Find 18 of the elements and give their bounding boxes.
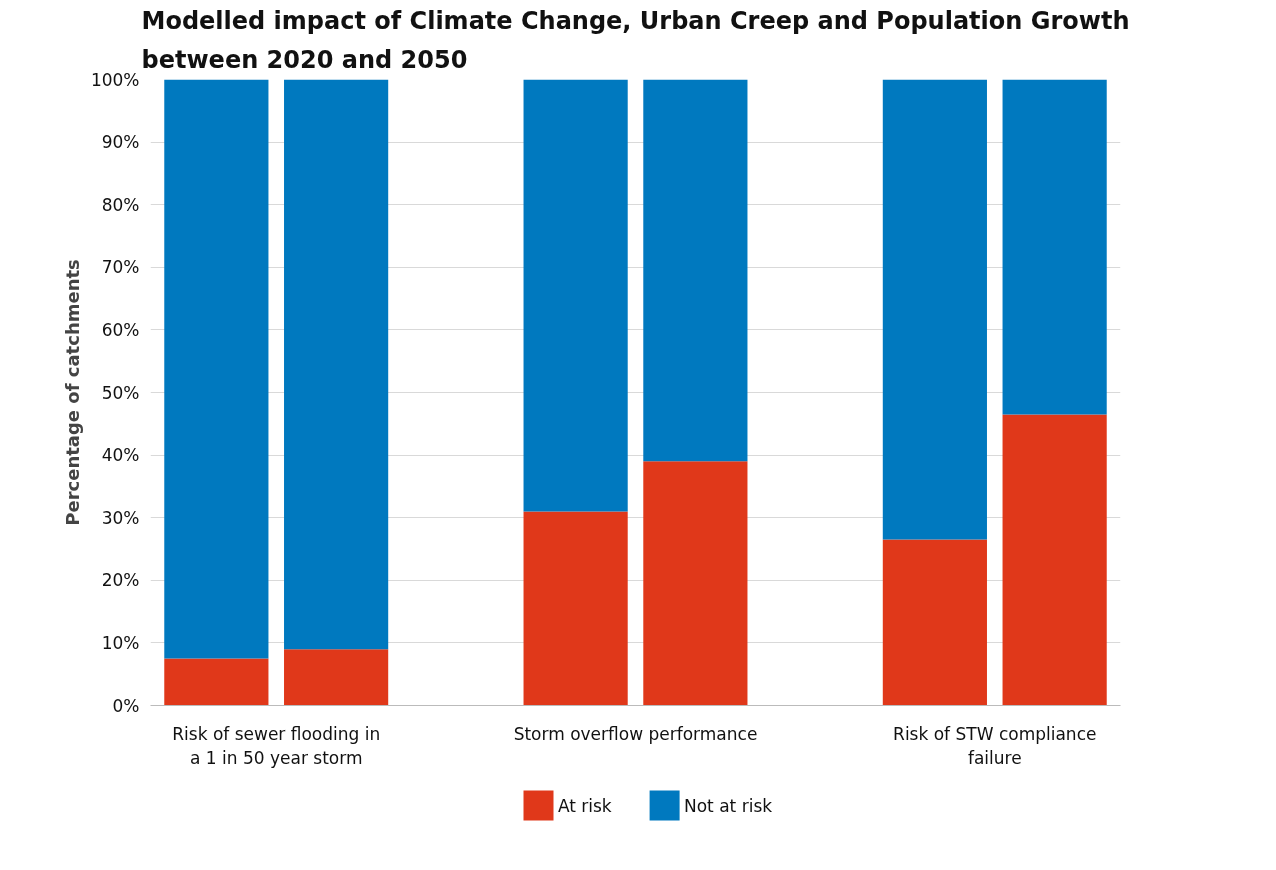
- y-tick-label: 90%: [101, 132, 140, 153]
- y-tick-label: 20%: [101, 570, 140, 591]
- text: Risk of STW compliance failure: [893, 723, 1097, 768]
- legend-label: Not at risk: [684, 795, 773, 816]
- text: Risk of sewer flooding in a 1 in 50 year storm: [172, 723, 381, 768]
- y-tick-label: 40%: [101, 445, 140, 466]
- y-tick-label: 100%: [90, 69, 140, 90]
- y-tick-label: 50%: [101, 382, 140, 403]
- y-axis-title: Percentage of catchments: [61, 259, 83, 526]
- y-tick-label: 60%: [101, 319, 140, 340]
- y-tick-label: 70%: [101, 257, 140, 278]
- text: Storm overflow performance: [513, 723, 758, 744]
- chart-title: Modelled impact of Climate Change, Urban Creep and Population Growth between 2020 and 2050: [141, 7, 1130, 75]
- y-tick-label: 10%: [101, 632, 140, 653]
- y-tick-label: 30%: [101, 507, 140, 528]
- legend-label: At risk: [557, 795, 612, 816]
- y-tick-label: 80%: [101, 194, 140, 215]
- y-tick-label: 0%: [112, 695, 140, 716]
